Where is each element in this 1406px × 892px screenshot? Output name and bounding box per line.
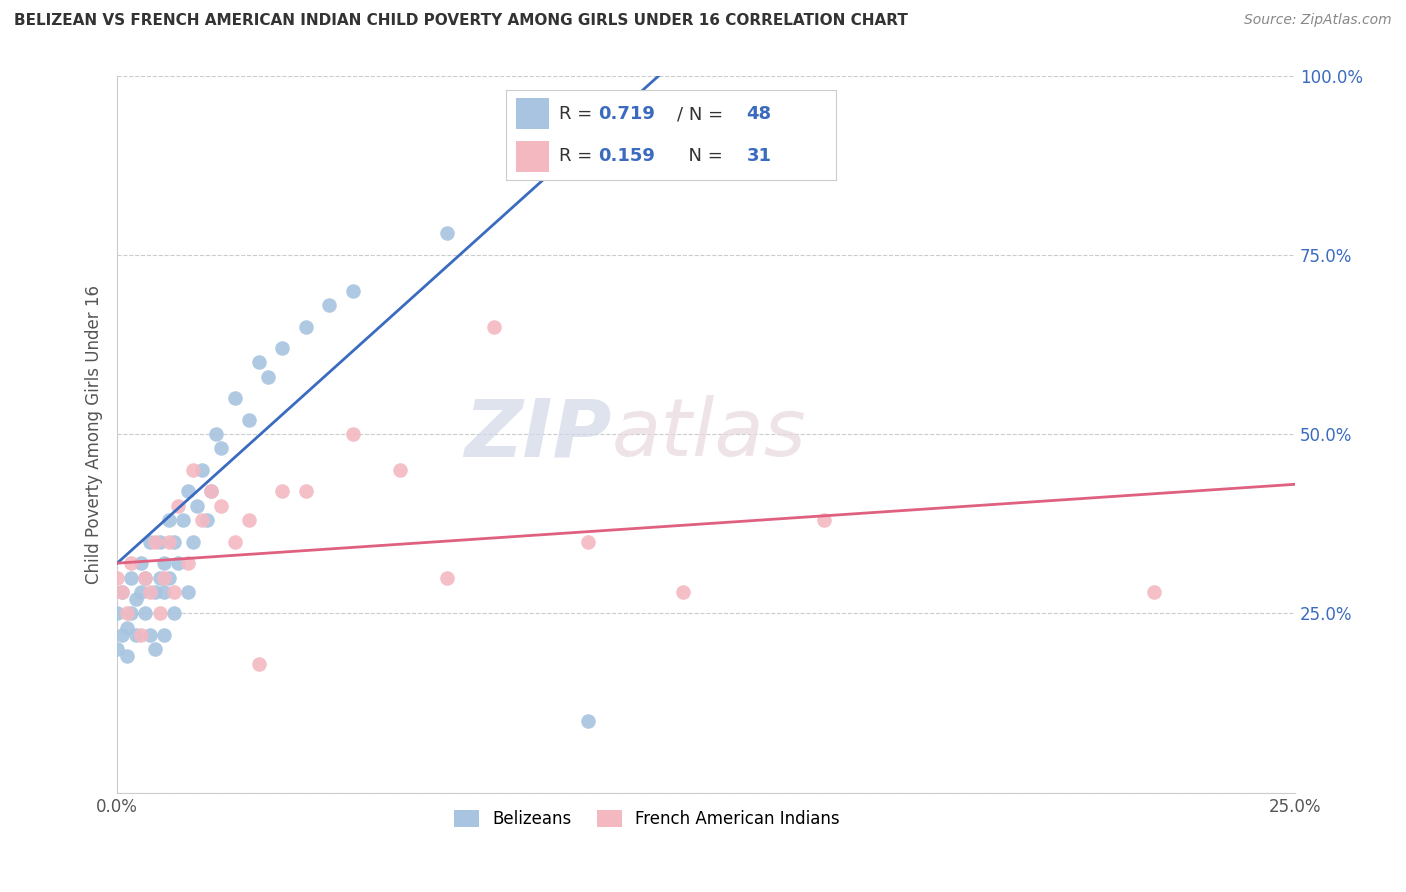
Point bbox=[157, 534, 180, 549]
Point bbox=[120, 570, 142, 584]
Point bbox=[1143, 585, 1166, 599]
Point bbox=[139, 585, 162, 599]
Point bbox=[163, 585, 186, 599]
Point bbox=[209, 442, 232, 456]
Point bbox=[157, 513, 180, 527]
Text: atlas: atlas bbox=[612, 395, 807, 473]
Point bbox=[167, 499, 190, 513]
Point bbox=[134, 570, 156, 584]
Point bbox=[115, 621, 138, 635]
Point bbox=[271, 341, 294, 355]
Point bbox=[153, 585, 176, 599]
Point bbox=[120, 607, 142, 621]
Point bbox=[105, 642, 128, 657]
Point bbox=[129, 628, 152, 642]
Point bbox=[271, 484, 294, 499]
Point bbox=[436, 570, 458, 584]
Point bbox=[111, 585, 134, 599]
Point bbox=[129, 585, 152, 599]
Point bbox=[143, 534, 166, 549]
Point bbox=[139, 628, 162, 642]
Point bbox=[177, 585, 200, 599]
Point bbox=[209, 499, 232, 513]
Point bbox=[205, 427, 228, 442]
Point bbox=[115, 649, 138, 664]
Point bbox=[134, 607, 156, 621]
Point bbox=[111, 585, 134, 599]
Point bbox=[177, 556, 200, 570]
Text: BELIZEAN VS FRENCH AMERICAN INDIAN CHILD POVERTY AMONG GIRLS UNDER 16 CORRELATIO: BELIZEAN VS FRENCH AMERICAN INDIAN CHILD… bbox=[14, 13, 908, 29]
Point bbox=[436, 227, 458, 241]
Point bbox=[149, 534, 172, 549]
Point bbox=[120, 556, 142, 570]
Point bbox=[177, 484, 200, 499]
Point bbox=[318, 298, 340, 312]
Point bbox=[143, 642, 166, 657]
Point bbox=[111, 628, 134, 642]
Point bbox=[200, 484, 222, 499]
Point bbox=[181, 534, 204, 549]
Point bbox=[129, 556, 152, 570]
Point bbox=[167, 556, 190, 570]
Point bbox=[576, 534, 599, 549]
Point bbox=[134, 570, 156, 584]
Point bbox=[181, 463, 204, 477]
Text: ZIP: ZIP bbox=[464, 395, 612, 473]
Point bbox=[153, 628, 176, 642]
Point bbox=[186, 499, 208, 513]
Point bbox=[115, 607, 138, 621]
Point bbox=[125, 628, 148, 642]
Point bbox=[163, 534, 186, 549]
Point bbox=[294, 319, 316, 334]
Point bbox=[671, 585, 693, 599]
Point bbox=[257, 369, 280, 384]
Point bbox=[238, 413, 260, 427]
Point bbox=[482, 319, 505, 334]
Point bbox=[139, 534, 162, 549]
Point bbox=[247, 657, 270, 671]
Point bbox=[224, 391, 246, 405]
Point bbox=[143, 585, 166, 599]
Point bbox=[200, 484, 222, 499]
Point bbox=[153, 556, 176, 570]
Point bbox=[224, 534, 246, 549]
Point bbox=[149, 570, 172, 584]
Point bbox=[163, 607, 186, 621]
Point bbox=[294, 484, 316, 499]
Point bbox=[388, 463, 411, 477]
Point bbox=[125, 592, 148, 607]
Point bbox=[149, 607, 172, 621]
Point bbox=[191, 463, 214, 477]
Point bbox=[342, 427, 364, 442]
Point bbox=[172, 513, 194, 527]
Point bbox=[157, 570, 180, 584]
Point bbox=[342, 284, 364, 298]
Y-axis label: Child Poverty Among Girls Under 16: Child Poverty Among Girls Under 16 bbox=[86, 285, 103, 583]
Point bbox=[813, 513, 835, 527]
Point bbox=[247, 355, 270, 369]
Legend: Belizeans, French American Indians: Belizeans, French American Indians bbox=[447, 803, 846, 835]
Point bbox=[195, 513, 218, 527]
Text: Source: ZipAtlas.com: Source: ZipAtlas.com bbox=[1244, 13, 1392, 28]
Point bbox=[576, 714, 599, 728]
Point bbox=[191, 513, 214, 527]
Point bbox=[238, 513, 260, 527]
Point bbox=[105, 570, 128, 584]
Point bbox=[153, 570, 176, 584]
Point bbox=[105, 607, 128, 621]
